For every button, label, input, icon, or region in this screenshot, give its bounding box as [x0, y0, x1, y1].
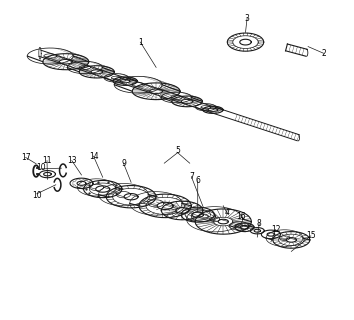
Text: 10: 10	[32, 191, 42, 200]
Text: 5: 5	[175, 146, 180, 155]
Text: 10: 10	[36, 163, 45, 172]
Text: 14: 14	[89, 152, 98, 161]
Text: 15: 15	[306, 231, 316, 240]
Text: 4: 4	[224, 208, 229, 217]
Text: 6: 6	[195, 176, 200, 185]
Text: 13: 13	[67, 156, 77, 165]
Text: 2: 2	[321, 49, 326, 58]
Text: 11: 11	[42, 156, 52, 165]
Text: 16: 16	[236, 212, 246, 221]
Text: 8: 8	[257, 219, 262, 228]
Text: 9: 9	[121, 159, 126, 168]
Text: 12: 12	[271, 225, 280, 234]
Text: 17: 17	[21, 153, 30, 162]
Text: 1: 1	[138, 38, 143, 47]
Text: 7: 7	[189, 172, 194, 181]
Text: 3: 3	[245, 14, 250, 23]
